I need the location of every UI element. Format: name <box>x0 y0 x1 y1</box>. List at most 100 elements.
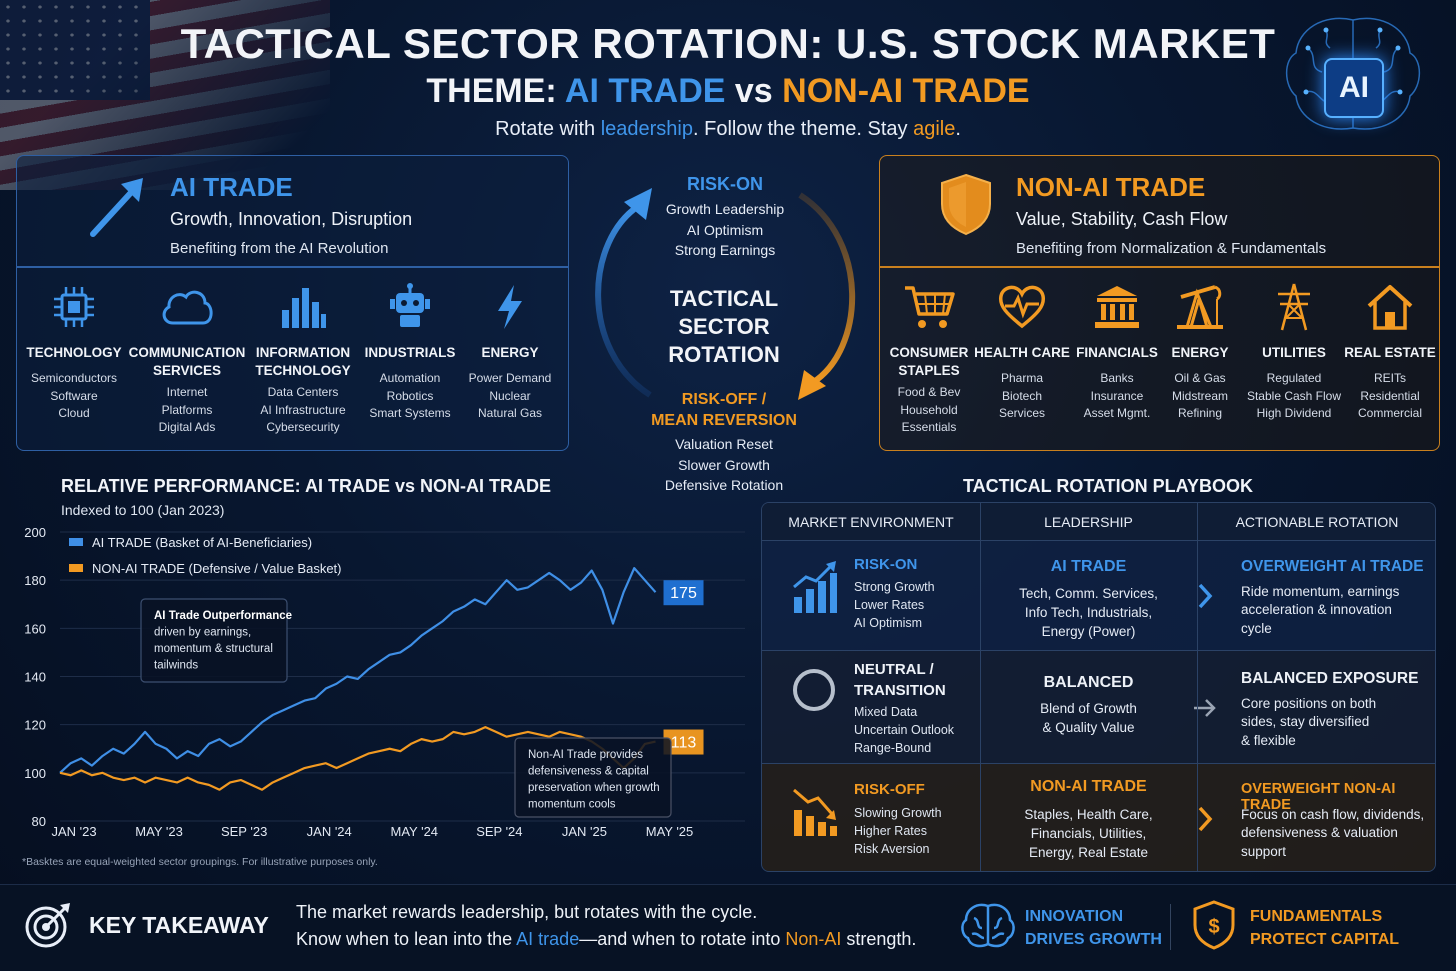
fundamentals-line: FUNDAMENTALS <box>1250 908 1383 925</box>
tagline-part: . Follow the theme. Stay <box>692 118 914 140</box>
theme-ai: AI TRADE <box>564 72 726 110</box>
sector-name-line: FINANCIALS <box>1076 345 1158 360</box>
x-tick-label: JAN '25 <box>562 824 607 839</box>
action-title: OVERWEIGHT AI TRADE <box>1241 558 1424 575</box>
sector-column: ENERGY Oil & Gas Midstream Refining <box>1140 282 1260 423</box>
nonai-panel-subtitle: Value, Stability, Cash Flow <box>1016 209 1228 229</box>
house-icon <box>1330 282 1450 332</box>
sector-name-line: SERVICES <box>152 363 222 378</box>
chart-title: RELATIVE PERFORMANCE: AI TRADE vs NON-AI… <box>61 476 552 496</box>
sector-column: HEALTH CARE Pharma Biotech Services <box>962 282 1082 423</box>
env-line: AI Optimism <box>854 616 923 630</box>
sector-items: Oil & Gas Midstream Refining <box>1140 370 1260 423</box>
table-divider <box>980 503 981 871</box>
heart-pulse-icon <box>962 282 1082 332</box>
risk-off-label: MEAN REVERSION <box>651 412 797 429</box>
sector-item: Software <box>50 388 98 403</box>
column-header: ACTIONABLE ROTATION <box>1235 514 1399 530</box>
sector-item: Banks <box>1100 371 1134 385</box>
sector-item: Internet <box>166 385 208 399</box>
robot-icon <box>350 282 470 332</box>
annotation-line: Non-AI Trade provides <box>528 749 643 761</box>
env-title: RISK-OFF <box>854 781 925 798</box>
target-icon <box>25 903 70 948</box>
sector-item: Data Centers <box>267 385 339 399</box>
legend-swatch <box>69 538 83 546</box>
leadership-line: Financials, Utilities, <box>1030 826 1147 841</box>
env-line: Risk Aversion <box>854 842 930 856</box>
arrow-right-icon <box>1194 699 1216 717</box>
sector-name: COMMUNICATION SERVICES <box>127 344 247 380</box>
takeaway-text: Know when to lean into the <box>296 929 517 949</box>
env-line: Slowing Growth <box>854 806 942 820</box>
nonai-panel-title: NON-AI TRADE <box>1016 172 1206 202</box>
tagline-agile: agile <box>913 118 956 140</box>
legend-label: NON-AI TRADE (Defensive / Value Basket) <box>92 561 342 576</box>
chip-icon <box>14 282 134 332</box>
lightning-icon <box>450 282 570 332</box>
action-line: Core positions on both <box>1241 696 1377 711</box>
sector-items: Regulated Stable Cash Flow High Dividend <box>1234 370 1354 423</box>
sector-name: CONSUMER STAPLES <box>869 344 989 380</box>
sector-items: Pharma Biotech Services <box>962 370 1082 423</box>
end-value-badge <box>663 580 704 606</box>
nonai-trade-panel: NON-AI TRADE Value, Stability, Cash Flow… <box>879 155 1440 451</box>
innovation-line: INNOVATION <box>1025 908 1124 925</box>
sector-name-line: CONSUMER <box>889 345 969 360</box>
x-tick-label: MAY '23 <box>135 824 183 839</box>
env-line: Uncertain Outlook <box>854 723 955 737</box>
annotation-line: driven by earnings, <box>154 627 251 639</box>
column-header: MARKET ENVIRONMENT <box>788 514 954 530</box>
theme-subtitle: THEME: AI TRADE vs NON-AI TRADE <box>0 72 1456 111</box>
sector-column: TECHNOLOGY Semiconductors Software Cloud <box>14 282 134 423</box>
annotation-box <box>514 737 672 818</box>
shield-icon <box>941 173 991 236</box>
panel-divider <box>880 266 1439 268</box>
y-tick-label: 200 <box>24 525 46 540</box>
sector-item: Platforms <box>161 402 213 417</box>
leadership-title: AI TRADE <box>1050 558 1127 575</box>
nonai-panel-description: Benefiting from Normalization & Fundamen… <box>1016 240 1327 257</box>
takeaway-text: —and when to rotate into <box>579 929 786 949</box>
ai-trade-series-line <box>59 567 657 774</box>
sector-item: Oil & Gas <box>1174 371 1226 385</box>
sector-name-line: ENERGY <box>1171 345 1229 360</box>
end-value-label: 175 <box>670 585 697 602</box>
sector-item: AI Infrastructure <box>260 402 346 417</box>
sector-column: CONSUMER STAPLES Food & Bev Household Essent… <box>869 282 989 437</box>
env-line: Mixed Data <box>854 705 918 719</box>
sector-name-line: UTILITIES <box>1262 345 1326 360</box>
growth-arrow-icon <box>90 178 143 237</box>
sector-name-line: REAL ESTATE <box>1344 345 1436 360</box>
sector-item: Natural Gas <box>477 406 543 420</box>
chart-footnote: *Basktes are equal-weighted sector group… <box>22 856 378 868</box>
action-line: Ride momentum, earnings <box>1241 584 1400 599</box>
sector-name-line: INFORMATION <box>255 345 351 360</box>
sector-item: Automation <box>379 371 441 385</box>
sector-name-line: STAPLES <box>898 363 960 378</box>
sector-items: Data Centers AI Infrastructure Cybersecuri… <box>243 384 363 437</box>
x-tick-label: JAN '24 <box>307 824 352 839</box>
action-line: & flexible <box>1241 733 1296 748</box>
sector-items: Banks Insurance Asset Mgmt. <box>1057 370 1177 423</box>
innovation-line: DRIVES GROWTH <box>1025 931 1162 948</box>
tagline-part: . <box>955 118 961 140</box>
action-title: OVERWEIGHT NON-AI TRADE <box>1241 781 1396 813</box>
sector-item: Residential <box>1360 388 1420 403</box>
sector-name: ENERGY <box>1140 344 1260 362</box>
env-line: Strong Growth <box>854 580 935 594</box>
leadership-line: Tech, Comm. Services, <box>1019 586 1158 601</box>
takeaway-line-2: Know when to lean into the AI trade—and … <box>296 929 916 950</box>
cycle-item: Strong Earnings <box>674 242 776 258</box>
ai-trade-panel: AI TRADE Growth, Innovation, Disruption … <box>16 155 569 451</box>
svg-text:$: $ <box>1208 916 1219 938</box>
takeaway-ai: AI trade <box>516 929 580 949</box>
y-tick-label: 80 <box>32 814 46 829</box>
env-title: TRANSITION <box>854 682 946 699</box>
x-tick-label: SEP '23 <box>221 824 267 839</box>
risk-off-label: RISK-OFF / <box>681 391 767 408</box>
bank-icon <box>1057 282 1177 332</box>
env-title: NEUTRAL / <box>854 661 934 678</box>
sector-column: REAL ESTATE REITs Residential Commercial <box>1330 282 1450 423</box>
sector-items: Food & Bev Household Essentials <box>869 384 989 437</box>
